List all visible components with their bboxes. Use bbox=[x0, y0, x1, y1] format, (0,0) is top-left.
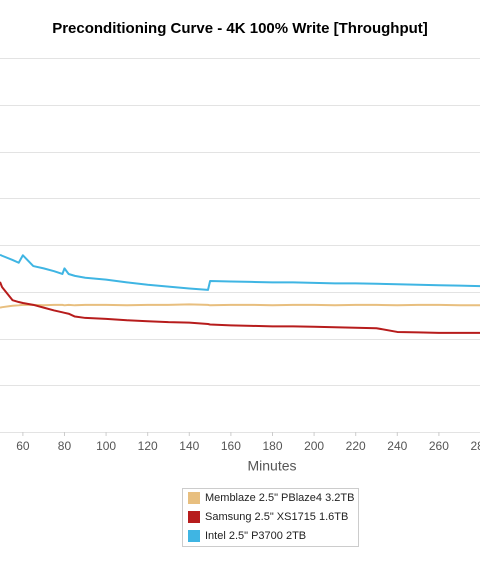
x-tick-label: 260 bbox=[429, 439, 449, 453]
legend-swatch bbox=[188, 530, 200, 542]
x-tick-label: 280 bbox=[470, 439, 480, 453]
x-tick-label: 180 bbox=[262, 439, 282, 453]
chart-title: Preconditioning Curve - 4K 100% Write [T… bbox=[52, 20, 428, 37]
series-line bbox=[0, 303, 480, 309]
x-tick-label: 160 bbox=[221, 439, 241, 453]
legend-swatch bbox=[188, 511, 200, 523]
x-tick-label: 200 bbox=[304, 439, 324, 453]
series-line bbox=[0, 281, 480, 334]
x-tick-label: 120 bbox=[138, 439, 158, 453]
x-axis-title: Minutes bbox=[247, 458, 296, 474]
x-tick-label: 60 bbox=[16, 439, 30, 453]
x-tick-label: 140 bbox=[179, 439, 199, 453]
x-tick-label: 80 bbox=[58, 439, 72, 453]
x-tick-label: 220 bbox=[346, 439, 366, 453]
legend-box bbox=[182, 488, 359, 547]
series-line bbox=[0, 253, 480, 291]
x-tick-label: 100 bbox=[96, 439, 116, 453]
legend-label: Intel 2.5" P3700 2TB bbox=[205, 530, 306, 542]
x-tick-label: 240 bbox=[387, 439, 407, 453]
legend-swatch bbox=[188, 492, 200, 504]
legend-label: Samsung 2.5" XS1715 1.6TB bbox=[205, 511, 348, 523]
legend-label: Memblaze 2.5" PBlaze4 3.2TB bbox=[205, 492, 354, 504]
